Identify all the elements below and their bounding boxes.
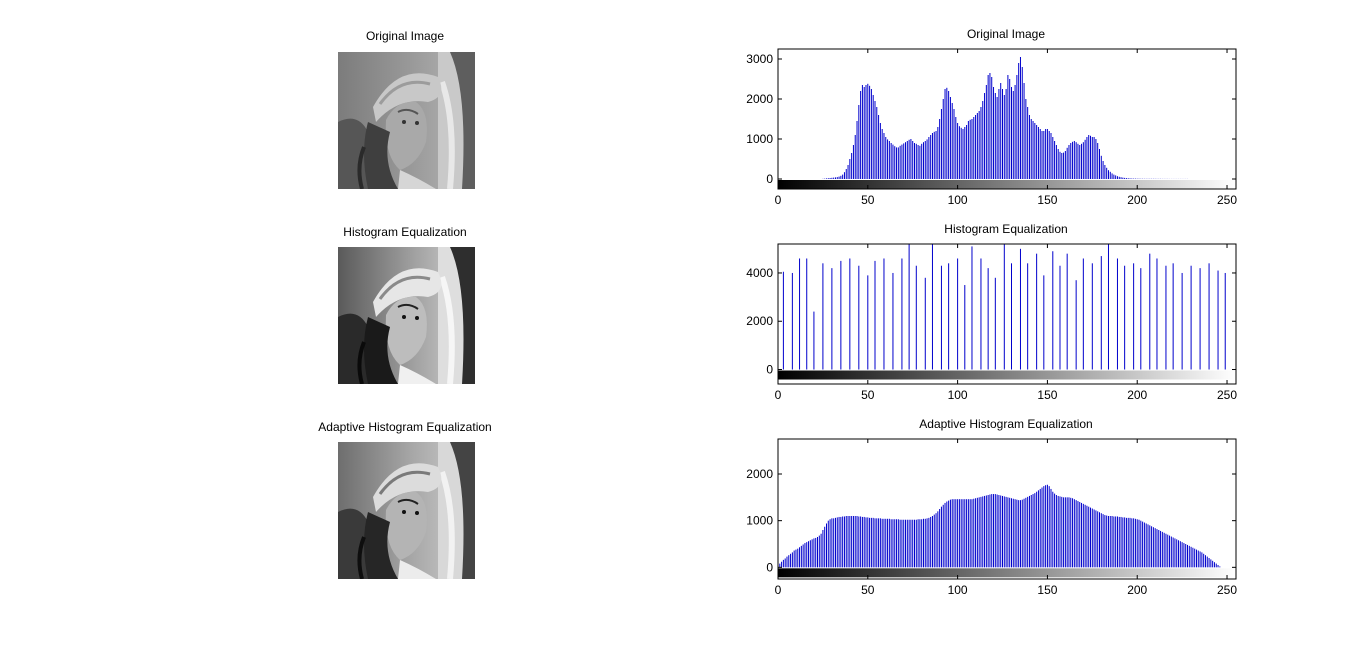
adapthisteq-image: [338, 442, 475, 579]
x-tick-label: 200: [1127, 583, 1147, 597]
x-tick-label: 250: [1217, 583, 1237, 597]
axes-box: [777, 48, 1237, 190]
y-tick-label: 4000: [746, 266, 773, 280]
image-title-adapthisteq: Adaptive Histogram Equalization: [318, 420, 492, 434]
grayscale-colorbar: [778, 180, 1236, 189]
x-tick-label: 200: [1127, 388, 1147, 402]
portrait-photo-original: [338, 52, 475, 189]
x-tick-label: 50: [861, 193, 875, 207]
x-tick-label: 50: [861, 388, 875, 402]
x-tick-label: 0: [775, 388, 782, 402]
y-tick-label: 2000: [746, 92, 773, 106]
x-tick-label: 100: [948, 583, 968, 597]
image-title-histeq: Histogram Equalization: [343, 225, 467, 239]
x-tick-label: 150: [1037, 583, 1057, 597]
x-tick-label: 100: [948, 193, 968, 207]
x-tick-label: 50: [861, 583, 875, 597]
axes-box: [777, 243, 1237, 385]
axes-box: [777, 438, 1237, 580]
x-tick-label: 150: [1037, 388, 1057, 402]
plot-area: [778, 49, 1236, 189]
x-tick-label: 200: [1127, 193, 1147, 207]
grayscale-colorbar: [778, 370, 1236, 380]
histogram-adapthisteq: Adaptive Histogram Equalization 0 50 100 150…: [746, 417, 1237, 597]
x-tick-label: 250: [1217, 193, 1237, 207]
portrait-photo-histeq: [338, 247, 475, 384]
x-tick-label: 150: [1037, 193, 1057, 207]
x-tick-label: 0: [775, 583, 782, 597]
portrait-photo-adapthisteq: [338, 442, 475, 579]
original-image: [338, 52, 475, 189]
x-tick-label: 100: [948, 388, 968, 402]
y-tick-label: 0: [766, 560, 773, 574]
y-tick-label: 2000: [746, 314, 773, 328]
chart-title: Adaptive Histogram Equalization: [919, 417, 1092, 431]
y-tick-label: 0: [766, 363, 773, 377]
plot-area: [778, 439, 1236, 579]
histeq-image: [338, 247, 475, 384]
y-tick-label: 3000: [746, 52, 773, 66]
image-title-original: Original Image: [365, 29, 445, 43]
x-tick-label: 250: [1217, 388, 1237, 402]
x-tick-label: 0: [775, 193, 782, 207]
chart-title: Histogram Equalization: [944, 222, 1067, 236]
histogram-original: Original Image 0 50 100 150 200 250 0 1000 2000 30…: [746, 27, 1237, 207]
histogram-histeq: Histogram Equalization 0 50 100 150 200 250 0 20…: [746, 222, 1237, 402]
grayscale-colorbar: [778, 568, 1236, 578]
chart-title: Original Image: [967, 27, 1045, 41]
y-tick-label: 2000: [746, 467, 773, 481]
y-tick-label: 0: [766, 172, 773, 186]
y-tick-label: 1000: [746, 132, 773, 146]
plot-area: [778, 244, 1236, 384]
y-tick-label: 1000: [746, 514, 773, 528]
